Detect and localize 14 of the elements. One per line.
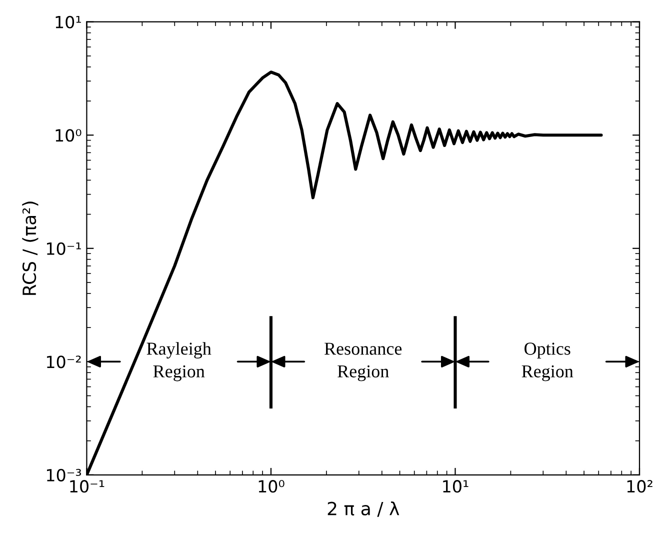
x-tick-label: 10¹	[443, 480, 468, 493]
annotation: Resonance Region	[324, 342, 402, 382]
annotation: Rayleigh Region	[146, 342, 212, 382]
x-tick-label: 10⁻¹	[70, 480, 104, 493]
x-tick-label: 10²	[627, 480, 652, 493]
y-tick-label: 10⁻²	[47, 356, 81, 368]
y-tick-label: 10⁻¹	[47, 242, 81, 255]
y-tick-label: 10⁰	[56, 129, 82, 142]
y-tick-label: 10¹	[56, 16, 81, 28]
x-tick-label: 10⁰	[258, 480, 284, 493]
annotation: Optics Region	[522, 342, 574, 382]
y-axis-title: RCS / (πa²)	[22, 202, 38, 295]
x-axis-title: 2 π a / λ	[328, 501, 400, 517]
y-tick-label: 10⁻³	[47, 468, 82, 482]
